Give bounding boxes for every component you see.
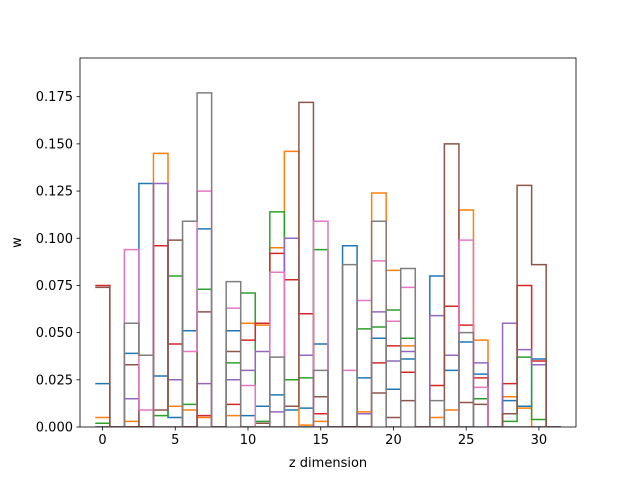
x-tick-label: 0 (98, 433, 106, 448)
y-tick-label: 0.000 (36, 421, 73, 436)
y-tick-label: 0.125 (36, 185, 73, 200)
series-7 (95, 190, 561, 427)
x-tick-label: 25 (458, 433, 475, 448)
x-tick-label: 30 (531, 433, 548, 448)
series-8-line (95, 92, 561, 427)
y-axis-ticks: 0.000 0.025 0.050 0.075 0.100 0.125 0.150 0.175 (36, 90, 80, 436)
y-tick-label: 0.175 (36, 90, 73, 105)
y-tick-label: 0.075 (36, 279, 73, 294)
series-8 (95, 92, 561, 427)
x-axis-ticks: 0 5 10 15 20 25 30 (98, 427, 547, 448)
series-layer (95, 92, 561, 427)
x-tick-label: 15 (312, 433, 329, 448)
y-tick-label: 0.050 (36, 326, 73, 341)
y-tick-label: 0.150 (36, 137, 73, 152)
y-tick-label: 0.025 (36, 373, 73, 388)
x-tick-label: 10 (240, 433, 257, 448)
y-tick-label: 0.100 (36, 232, 73, 247)
x-tick-label: 5 (171, 433, 179, 448)
y-axis-label: w (10, 237, 25, 248)
x-axis-label: z dimension (289, 456, 367, 471)
series-7-line (95, 190, 561, 427)
x-tick-label: 20 (385, 433, 402, 448)
plot-frame (79, 57, 577, 428)
